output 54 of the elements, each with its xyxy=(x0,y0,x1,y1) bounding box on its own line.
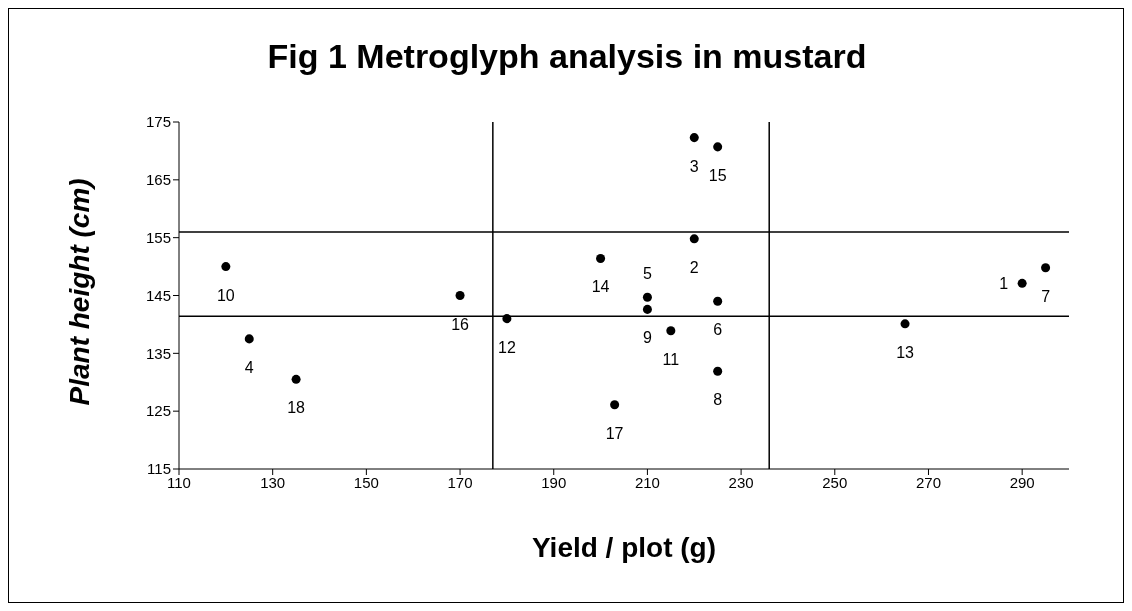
x-tick-label: 210 xyxy=(634,473,660,491)
point xyxy=(610,400,620,410)
point xyxy=(689,234,699,244)
x-tick-label: 150 xyxy=(353,473,379,491)
annotation: 15 xyxy=(708,166,727,184)
point xyxy=(221,262,231,272)
point xyxy=(1041,263,1051,273)
annotation: 13 xyxy=(896,343,915,361)
x-tick-label: 230 xyxy=(728,473,754,491)
y-tick-label: 135 xyxy=(145,344,171,362)
annotation: 17 xyxy=(605,424,624,442)
annotation: 3 xyxy=(689,157,699,175)
y-axis-title: Plant height (cm) xyxy=(63,178,95,406)
x-axis-title: Yield / plot (g) xyxy=(531,532,717,563)
annotation: 14 xyxy=(591,278,610,296)
y-tick-label: 165 xyxy=(145,171,171,189)
point xyxy=(689,133,699,143)
annotation: 16 xyxy=(451,315,470,333)
annotation: 1 xyxy=(999,275,1009,293)
annotation: 10 xyxy=(216,286,235,304)
point xyxy=(244,334,254,344)
point xyxy=(291,374,301,384)
point xyxy=(642,292,652,302)
point xyxy=(596,253,606,263)
annotation: 12 xyxy=(498,338,516,356)
x-tick-label: 130 xyxy=(260,473,286,491)
point xyxy=(642,304,652,314)
x-tick-label: 190 xyxy=(541,473,567,491)
point xyxy=(713,142,723,152)
point xyxy=(713,366,723,376)
x-tick-label: 170 xyxy=(447,473,473,491)
chart-title: Fig 1 Metroglyph analysis in mustard xyxy=(266,37,868,76)
point xyxy=(900,319,910,329)
annotation: 8 xyxy=(713,391,723,409)
y-tick-label: 145 xyxy=(145,286,171,304)
x-tick-label: 250 xyxy=(822,473,848,491)
annotation: 5 xyxy=(642,265,652,283)
point xyxy=(713,296,723,306)
point xyxy=(1017,278,1027,288)
annotation: 9 xyxy=(642,329,652,347)
annotation: 6 xyxy=(713,321,723,339)
point xyxy=(502,314,512,324)
y-tick-label: 175 xyxy=(145,113,171,131)
y-tick-label: 125 xyxy=(145,402,171,420)
annotation: 11 xyxy=(662,350,680,368)
y-tick-label: 155 xyxy=(145,228,171,246)
annotation: 18 xyxy=(287,399,306,417)
x-tick-label: 290 xyxy=(1009,473,1035,491)
x-tick-label: 270 xyxy=(915,473,941,491)
annotation: 7 xyxy=(1041,287,1051,305)
point xyxy=(666,326,676,336)
annotation: 4 xyxy=(244,358,254,376)
annotation: 2 xyxy=(689,258,699,276)
point xyxy=(455,290,465,301)
